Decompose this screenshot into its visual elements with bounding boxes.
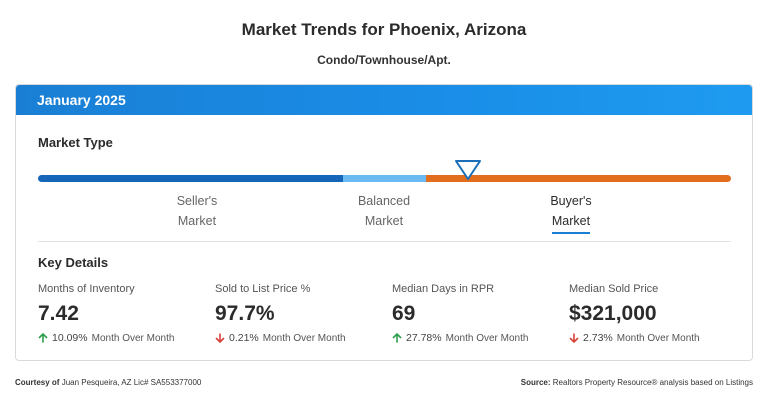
balanced-segment [342, 175, 427, 182]
change-percent: 10.09% [52, 332, 88, 344]
metric-median-sold-price: Median Sold Price $321,000 2.73% Month O… [569, 283, 739, 344]
arrow-down-icon [215, 333, 225, 343]
metric-value: 7.42 [38, 302, 79, 325]
metric-label: Median Sold Price [569, 283, 659, 295]
change-period: Month Over Month [91, 332, 175, 344]
courtesy-text: Juan Pesqueira, AZ Lic# SA553377000 [61, 378, 202, 387]
page-subtitle: Condo/Townhouse/Apt. [317, 53, 451, 67]
metric-label: Median Days in RPR [392, 283, 495, 295]
change-period: Month Over Month [616, 332, 700, 344]
change-percent: 27.78% [406, 332, 442, 344]
metric-value: 97.7% [215, 302, 275, 325]
change-percent: 2.73% [583, 332, 613, 344]
metric-median-days: Median Days in RPR 69 27.78% Month Over … [392, 283, 562, 344]
metric-value: 69 [392, 302, 416, 325]
arrow-up-icon [38, 333, 48, 343]
market-type-heading: Market Type [38, 135, 113, 150]
seller-segment [38, 175, 343, 182]
arrow-down-icon [569, 333, 579, 343]
period-label: January 2025 [37, 92, 126, 108]
key-details-heading: Key Details [38, 255, 109, 270]
arrow-up-icon [392, 333, 402, 343]
change-percent: 0.21% [229, 332, 259, 344]
change-period: Month Over Month [262, 332, 346, 344]
market-indicator-icon [455, 160, 481, 180]
market-type-bar [38, 175, 731, 182]
metric-change: 10.09% Month Over Month [38, 332, 208, 344]
section-divider [38, 241, 731, 242]
metric-label: Months of Inventory [38, 283, 135, 295]
metric-sold-to-list: Sold to List Price % 97.7% 0.21% Month O… [215, 283, 385, 344]
courtesy-label: Courtesy of [15, 378, 60, 387]
change-period: Month Over Month [445, 332, 529, 344]
metric-change: 2.73% Month Over Month [569, 332, 739, 344]
metric-value: $321,000 [569, 302, 657, 325]
selected-market-underline: Market [551, 211, 591, 234]
courtesy-footer: Courtesy of Juan Pesqueira, AZ Lic# SA55… [15, 378, 201, 387]
seller-market-label: Seller's Market [176, 194, 218, 228]
metric-change: 27.78% Month Over Month [392, 332, 562, 344]
source-label: Source: [520, 378, 551, 387]
metric-change: 0.21% Month Over Month [215, 332, 385, 344]
page-title: Market Trends for Phoenix, Arizona [241, 20, 527, 39]
market-trends-card: January 2025 Market Type Seller's Market… [15, 84, 753, 361]
source-footer: Source: Realtors Property Resource® anal… [521, 378, 753, 387]
balanced-market-label: Balanced Market [357, 194, 411, 228]
metric-label: Sold to List Price % [215, 283, 311, 295]
metric-months-of-inventory: Months of Inventory 7.42 10.09% Month Ov… [38, 283, 208, 344]
buyer-market-label: Buyer's Market [511, 191, 631, 234]
card-header: January 2025 [16, 85, 752, 115]
buyer-segment [426, 175, 731, 182]
source-text: Realtors Property Resource® analysis bas… [552, 378, 753, 387]
